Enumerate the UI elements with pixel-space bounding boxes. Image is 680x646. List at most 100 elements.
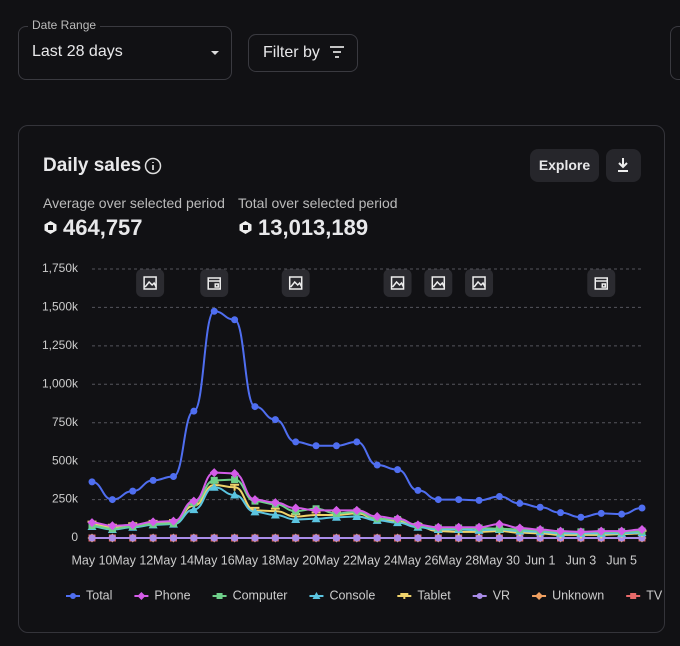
marker — [536, 503, 544, 511]
currency-icon — [239, 221, 252, 234]
x-tick-label: May 30 — [479, 553, 520, 567]
marker — [250, 507, 260, 516]
marker — [557, 509, 565, 517]
filter-button-text: Filter by — [263, 44, 320, 61]
marker — [434, 496, 442, 504]
marker — [137, 592, 146, 600]
marker — [168, 516, 178, 526]
x-tick-label: May 12 — [112, 553, 153, 567]
marker — [311, 505, 321, 515]
marker — [596, 526, 606, 536]
marker — [128, 520, 138, 530]
marker — [70, 593, 76, 599]
legend-label: Unknown — [552, 588, 604, 602]
marker — [536, 534, 544, 542]
marker — [251, 534, 259, 542]
marker — [394, 534, 402, 542]
marker — [475, 534, 483, 542]
marker — [209, 482, 219, 491]
marker — [190, 534, 198, 542]
calendar-glyph — [207, 277, 221, 290]
marker — [400, 593, 409, 599]
marker — [556, 526, 566, 536]
marker — [189, 496, 199, 506]
marker — [476, 593, 483, 599]
marker — [88, 478, 96, 486]
marker — [516, 534, 524, 542]
legend-item[interactable]: Console — [309, 588, 375, 602]
series-line — [91, 471, 643, 533]
marker — [270, 510, 280, 519]
marker — [394, 466, 402, 474]
marker — [331, 505, 341, 515]
filter-button[interactable] — [248, 34, 358, 72]
marker — [292, 438, 300, 446]
marker — [107, 521, 117, 531]
marker — [209, 468, 219, 478]
x-tick-label: May 26 — [397, 553, 438, 567]
marker — [475, 496, 483, 504]
marker — [129, 534, 137, 542]
info-icon[interactable] — [144, 157, 162, 175]
legend-item[interactable]: Phone — [134, 588, 191, 602]
legend-item[interactable]: VR — [472, 588, 510, 602]
marker — [230, 490, 240, 499]
legend-item[interactable]: Total — [66, 588, 112, 602]
marker — [630, 593, 637, 599]
marker — [638, 504, 646, 512]
marker — [352, 505, 362, 515]
event-icon[interactable] — [587, 269, 616, 297]
explore-button[interactable] — [530, 149, 599, 182]
series-line — [91, 310, 643, 519]
marker — [312, 592, 321, 599]
marker — [312, 442, 320, 450]
marker — [638, 534, 646, 542]
marker — [149, 534, 157, 542]
stat-label: Total over selected period — [238, 195, 398, 211]
marker — [454, 522, 464, 532]
marker — [88, 534, 96, 542]
download-icon — [618, 158, 628, 172]
marker — [291, 503, 301, 513]
x-tick-label: May 28 — [438, 553, 479, 567]
legend-item[interactable]: Computer — [212, 588, 288, 602]
marker — [149, 476, 157, 484]
filter-icon — [330, 46, 344, 58]
marker — [455, 534, 463, 542]
marker — [291, 515, 301, 524]
date-range-select[interactable] — [18, 26, 232, 80]
legend-item[interactable]: Tablet — [397, 588, 451, 602]
y-tick-label: 1,500k — [42, 300, 79, 314]
x-tick-label: May 10 — [72, 553, 113, 567]
marker — [373, 534, 381, 542]
marker — [311, 514, 321, 523]
marker — [108, 534, 116, 542]
y-tick-label: 0 — [71, 530, 78, 544]
marker — [495, 525, 503, 533]
marker — [230, 483, 240, 491]
marker — [210, 476, 218, 484]
marker — [190, 407, 198, 415]
marker — [618, 510, 626, 518]
marker — [216, 593, 223, 599]
marker — [535, 525, 545, 535]
x-tick-label: Jun 3 — [566, 553, 597, 567]
explore-button-text: Explore — [538, 157, 591, 173]
marker — [535, 592, 544, 600]
marker — [434, 534, 442, 542]
marker — [495, 492, 503, 500]
image-glyph — [143, 276, 157, 290]
marker — [332, 534, 340, 542]
marker — [231, 316, 239, 324]
cut-off-control[interactable] — [670, 26, 680, 80]
legend-item[interactable]: Unknown — [532, 588, 604, 602]
legend-item[interactable]: TV — [626, 588, 663, 602]
marker — [433, 522, 443, 532]
image-glyph — [472, 276, 486, 290]
x-tick-label: Jun 1 — [525, 553, 556, 567]
event-icon[interactable] — [200, 269, 229, 297]
stat-label: Average over selected period — [43, 195, 225, 211]
image-glyph — [288, 276, 303, 290]
y-tick-label: 750k — [52, 415, 79, 429]
